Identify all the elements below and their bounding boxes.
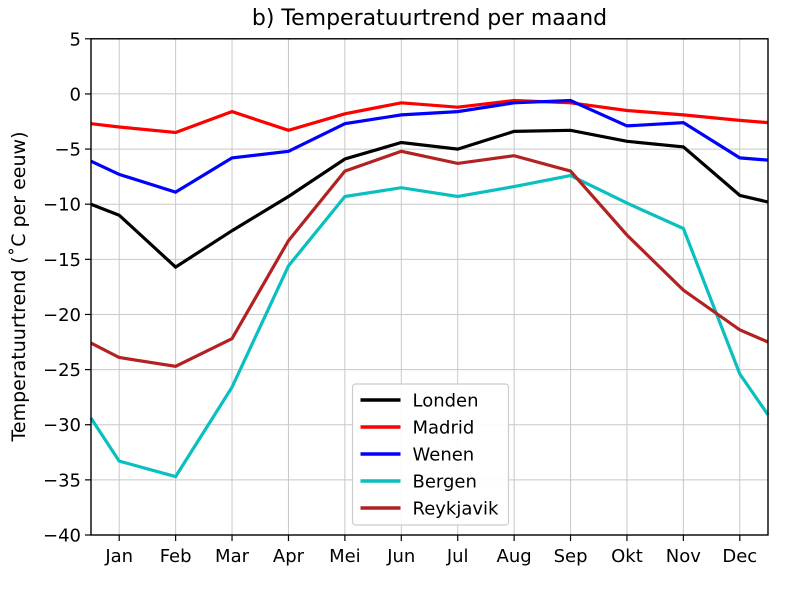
legend-item-bergen: Bergen — [360, 472, 477, 493]
legend-label: Reykjavik — [413, 499, 500, 520]
axis-ticks — [85, 38, 741, 541]
series-line-madrid — [90, 98, 769, 135]
series-line-bergen — [89, 173, 770, 479]
y-tick-label: −20 — [43, 305, 81, 326]
series-line-reykjavik — [90, 149, 769, 368]
x-tick-label: Nov — [666, 546, 701, 567]
y-tick-label: −40 — [43, 526, 81, 547]
x-tick-label: Feb — [160, 546, 192, 567]
y-tick-labels: 5 0 −5 −10 −15 −20 −25 −30 −35 −40 — [43, 29, 81, 546]
series-line-londen — [90, 128, 769, 270]
x-tick-label: Aug — [497, 546, 532, 567]
legend-label: Wenen — [413, 445, 475, 466]
x-tick-label: Apr — [273, 546, 305, 567]
y-tick-label: −10 — [43, 195, 81, 216]
plot-border — [90, 38, 769, 536]
y-tick-label: −25 — [43, 360, 81, 381]
x-tick-label: Okt — [611, 546, 643, 567]
y-tick-label: −30 — [43, 415, 81, 436]
y-tick-label: 0 — [70, 84, 81, 105]
y-tick-label: −35 — [43, 470, 81, 491]
x-tick-label: Jun — [386, 546, 415, 567]
x-tick-label: Sep — [554, 546, 588, 567]
y-tick-label: −15 — [43, 250, 81, 271]
y-tick-label: 5 — [70, 29, 81, 50]
legend-box — [351, 383, 510, 526]
y-axis-label: Temperatuurtrend (˚C per eeuw) — [8, 131, 30, 442]
legend-item-londen: Londen — [360, 391, 479, 412]
legend-label: Bergen — [413, 472, 477, 493]
legend-item-reykjavik: Reykjavik — [360, 499, 500, 520]
series-line-wenen — [90, 98, 769, 194]
x-tick-label: Dec — [722, 546, 757, 567]
legend-label: Madrid — [413, 418, 475, 439]
y-tick-label: −5 — [54, 140, 81, 161]
legend-label: Londen — [413, 391, 479, 412]
legend-item-madrid: Madrid — [360, 418, 475, 439]
legend: Londen Madrid Wenen Bergen Reykjavik — [351, 383, 510, 526]
legend-item-wenen: Wenen — [360, 445, 475, 466]
series-lines — [89, 98, 770, 479]
x-tick-label: Jul — [446, 546, 469, 567]
chart-title: b) Temperatuurtrend per maand — [251, 6, 608, 31]
x-tick-label: Mar — [215, 546, 250, 567]
x-tick-labels: Jan Feb Mar Apr Mei Jun Jul Aug Sep Okt Nov Dec — [104, 546, 757, 567]
x-tick-label: Mei — [329, 546, 361, 567]
x-tick-label: Jan — [104, 546, 133, 567]
